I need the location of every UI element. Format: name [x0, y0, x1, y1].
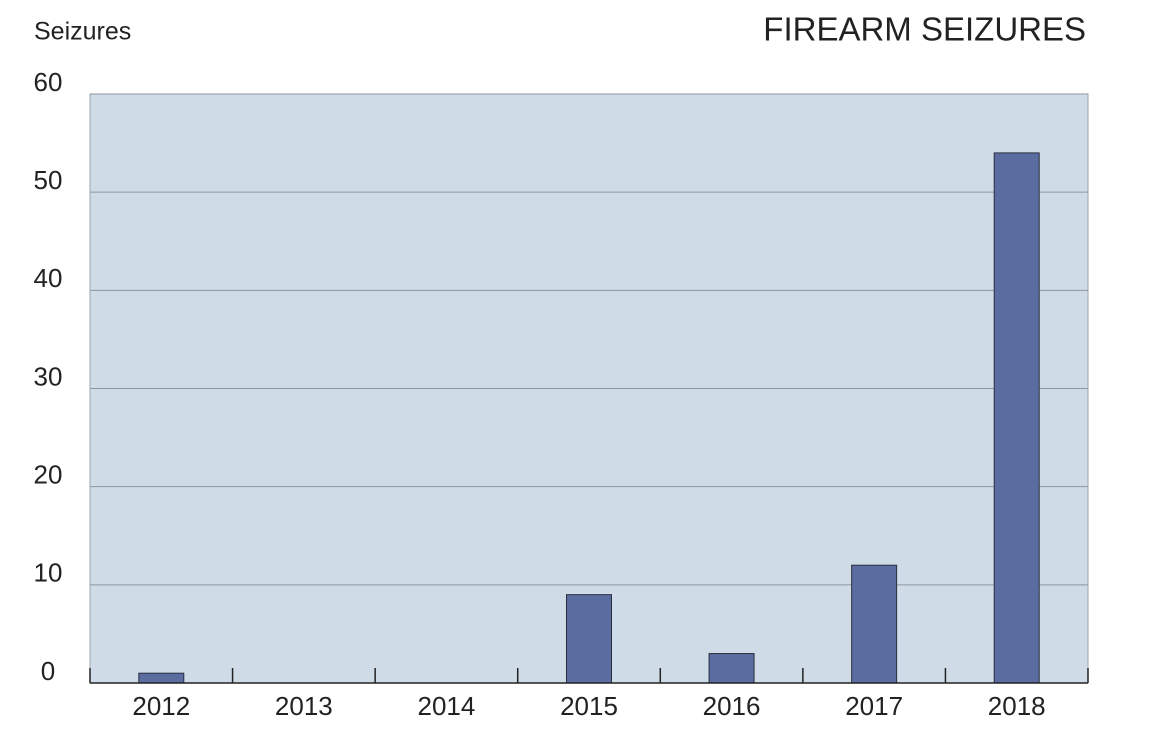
bar	[566, 594, 612, 684]
bar	[708, 653, 755, 684]
x-tick-label: 2015	[560, 691, 618, 721]
y-tick-label: 40	[34, 263, 63, 293]
x-tick-label: 2013	[275, 691, 333, 721]
y-tick-label: 60	[34, 67, 63, 97]
y-tick-label: 30	[34, 361, 63, 391]
chart-title: FIREARM SEIZURES	[763, 11, 1086, 48]
y-tick-label: 10	[34, 558, 63, 588]
bar	[993, 152, 1040, 684]
y-tick-label: 0	[41, 656, 55, 686]
x-tick-label: 2017	[845, 691, 903, 721]
y-tick-label: 20	[34, 460, 63, 490]
x-tick-label: 2016	[703, 691, 761, 721]
x-tick-label: 2012	[132, 691, 190, 721]
x-tick-label: 2014	[418, 691, 476, 721]
x-tick-label: 2018	[988, 691, 1046, 721]
y-axis-label: Seizures	[34, 18, 131, 46]
bar	[851, 564, 898, 684]
bar	[138, 672, 185, 684]
y-tick-label: 50	[34, 165, 63, 195]
